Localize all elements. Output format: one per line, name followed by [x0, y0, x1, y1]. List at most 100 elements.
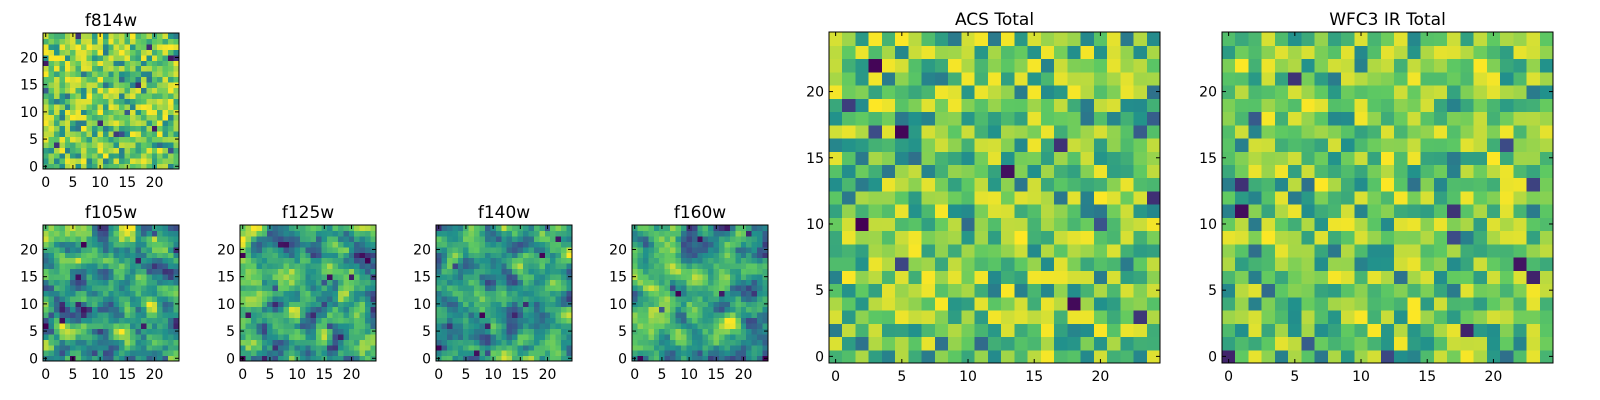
- heatmap-cell: [713, 339, 720, 346]
- heatmap-cell: [70, 130, 77, 137]
- heatmap-cell: [310, 339, 317, 346]
- heatmap-cell: [566, 306, 573, 313]
- heatmap-cell: [533, 317, 540, 324]
- heatmap-cell: [53, 290, 60, 297]
- heatmap-cell: [294, 339, 301, 346]
- heatmap-cell: [757, 317, 764, 324]
- heatmap-cell: [1080, 230, 1095, 245]
- heatmap-cell: [91, 355, 98, 362]
- heatmap-cell: [108, 65, 115, 72]
- heatmap-cell: [523, 355, 530, 362]
- heatmap-cell: [75, 279, 82, 286]
- heatmap-cell: [555, 339, 562, 346]
- heatmap-cell: [708, 279, 715, 286]
- heatmap-cell: [1354, 310, 1369, 324]
- heatmap-cell: [697, 246, 704, 253]
- heatmap-cell: [1513, 32, 1528, 46]
- heatmap-cell: [479, 257, 486, 264]
- heatmap-cell: [1327, 164, 1342, 179]
- heatmap-cell: [1473, 111, 1488, 126]
- heatmap-cell: [261, 257, 268, 264]
- heatmap-cell: [1107, 32, 1121, 46]
- heatmap-cell: [501, 333, 508, 340]
- heatmap-cell: [691, 273, 698, 280]
- heatmap-cell: [135, 339, 142, 346]
- heatmap-cell: [70, 235, 77, 242]
- heatmap-cell: [895, 257, 910, 271]
- heatmap-cell: [97, 306, 104, 313]
- heatmap-cell: [283, 225, 290, 232]
- heatmap-cell: [452, 230, 459, 237]
- heatmap-cell: [75, 355, 82, 362]
- heatmap-cell: [140, 333, 147, 340]
- heatmap-cell: [1027, 45, 1042, 60]
- heatmap-cell: [1248, 257, 1263, 271]
- heatmap-cell: [457, 322, 464, 329]
- heatmap-cell: [162, 163, 169, 170]
- heatmap-cell: [337, 306, 344, 313]
- heatmap-cell: [288, 295, 295, 302]
- heatmap-cell: [729, 317, 736, 324]
- heatmap-cell: [1001, 257, 1015, 271]
- heatmap-cell: [1146, 296, 1161, 311]
- heatmap-cell: [1080, 164, 1095, 179]
- heatmap-cell: [1513, 310, 1528, 324]
- heatmap-cell: [81, 235, 88, 242]
- heatmap-cell: [173, 120, 180, 127]
- heatmap-cell: [697, 333, 704, 340]
- heatmap-cell: [1539, 349, 1554, 364]
- heatmap-cell: [86, 60, 93, 67]
- heatmap-cell: [1380, 111, 1395, 126]
- heatmap-cell: [642, 306, 649, 313]
- heatmap-cell: [59, 241, 66, 248]
- y-tick-label: 5: [815, 283, 824, 299]
- heatmap-cell: [1486, 98, 1501, 113]
- heatmap-cell: [97, 136, 104, 143]
- heatmap-cell: [354, 279, 361, 286]
- heatmap-cell: [70, 257, 77, 264]
- heatmap-cell: [108, 87, 115, 94]
- heatmap-cell: [140, 295, 147, 302]
- heatmap-cell: [452, 241, 459, 248]
- heatmap-cell: [974, 204, 989, 218]
- heatmap-cell: [490, 252, 497, 259]
- heatmap-cell: [1394, 137, 1408, 152]
- heatmap-cell: [327, 306, 334, 313]
- heatmap-cell: [1133, 310, 1148, 324]
- heatmap-cell: [86, 322, 93, 329]
- heatmap-cell: [1314, 45, 1329, 60]
- x-tick-label: 15: [118, 367, 136, 383]
- heatmap-cell: [675, 317, 682, 324]
- heatmap-cell: [135, 230, 142, 237]
- heatmap-cell: [1146, 98, 1161, 113]
- heatmap-cell: [124, 263, 131, 270]
- heatmap-cell: [895, 310, 910, 324]
- heatmap-cell: [1107, 190, 1121, 205]
- y-tick-label: 5: [226, 324, 235, 340]
- heatmap-cell: [561, 252, 568, 259]
- heatmap-cell: [102, 339, 109, 346]
- heatmap-cell: [1367, 151, 1382, 165]
- heatmap-cell: [1486, 111, 1501, 126]
- heatmap-cell: [921, 270, 936, 285]
- heatmap-cell: [130, 92, 137, 99]
- heatmap-cell: [261, 268, 268, 275]
- heatmap-cell: [146, 290, 153, 297]
- heatmap-cell: [337, 252, 344, 259]
- heatmap-cell: [97, 109, 104, 116]
- heatmap-cell: [64, 81, 71, 88]
- heatmap-cell: [53, 158, 60, 165]
- heatmap-cell: [299, 263, 306, 270]
- heatmap-cell: [343, 339, 350, 346]
- heatmap-cell: [140, 33, 147, 40]
- heatmap-cell: [1067, 111, 1082, 126]
- heatmap-cell: [130, 339, 137, 346]
- heatmap-cell: [48, 120, 55, 127]
- heatmap-cell: [294, 257, 301, 264]
- heatmap-cell: [441, 312, 448, 319]
- heatmap-cell: [124, 322, 131, 329]
- heatmap-cell: [157, 158, 164, 165]
- heatmap-cell: [151, 125, 158, 132]
- heatmap-cell: [479, 295, 486, 302]
